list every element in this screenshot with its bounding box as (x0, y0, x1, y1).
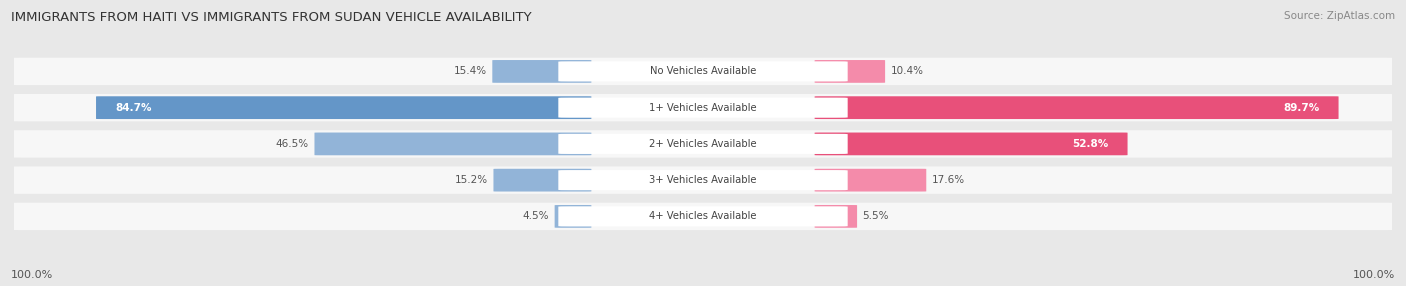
Text: 10.4%: 10.4% (890, 66, 924, 76)
Text: 52.8%: 52.8% (1071, 139, 1108, 149)
Text: 100.0%: 100.0% (11, 270, 53, 280)
FancyBboxPatch shape (558, 134, 848, 154)
FancyBboxPatch shape (814, 60, 886, 83)
Text: 100.0%: 100.0% (1353, 270, 1395, 280)
FancyBboxPatch shape (558, 98, 848, 118)
Text: IMMIGRANTS FROM HAITI VS IMMIGRANTS FROM SUDAN VEHICLE AVAILABILITY: IMMIGRANTS FROM HAITI VS IMMIGRANTS FROM… (11, 11, 531, 24)
Text: 3+ Vehicles Available: 3+ Vehicles Available (650, 175, 756, 185)
FancyBboxPatch shape (558, 61, 848, 82)
FancyBboxPatch shape (814, 205, 858, 228)
FancyBboxPatch shape (315, 132, 592, 155)
FancyBboxPatch shape (10, 94, 1396, 121)
FancyBboxPatch shape (10, 130, 1396, 158)
Text: 4+ Vehicles Available: 4+ Vehicles Available (650, 211, 756, 221)
FancyBboxPatch shape (10, 58, 1396, 85)
FancyBboxPatch shape (558, 170, 848, 190)
Text: 15.2%: 15.2% (454, 175, 488, 185)
Text: 46.5%: 46.5% (276, 139, 309, 149)
Text: 15.4%: 15.4% (454, 66, 486, 76)
FancyBboxPatch shape (554, 205, 592, 228)
Text: 4.5%: 4.5% (523, 211, 550, 221)
Text: 84.7%: 84.7% (115, 103, 152, 113)
Text: 2+ Vehicles Available: 2+ Vehicles Available (650, 139, 756, 149)
FancyBboxPatch shape (96, 96, 592, 119)
FancyBboxPatch shape (492, 60, 592, 83)
FancyBboxPatch shape (558, 206, 848, 227)
FancyBboxPatch shape (10, 203, 1396, 230)
FancyBboxPatch shape (494, 169, 592, 192)
FancyBboxPatch shape (814, 132, 1128, 155)
Text: 89.7%: 89.7% (1284, 103, 1319, 113)
Text: 1+ Vehicles Available: 1+ Vehicles Available (650, 103, 756, 113)
Text: 17.6%: 17.6% (932, 175, 965, 185)
Text: Source: ZipAtlas.com: Source: ZipAtlas.com (1284, 11, 1395, 21)
Text: No Vehicles Available: No Vehicles Available (650, 66, 756, 76)
FancyBboxPatch shape (814, 169, 927, 192)
FancyBboxPatch shape (10, 166, 1396, 194)
FancyBboxPatch shape (814, 96, 1339, 119)
Text: 5.5%: 5.5% (863, 211, 889, 221)
